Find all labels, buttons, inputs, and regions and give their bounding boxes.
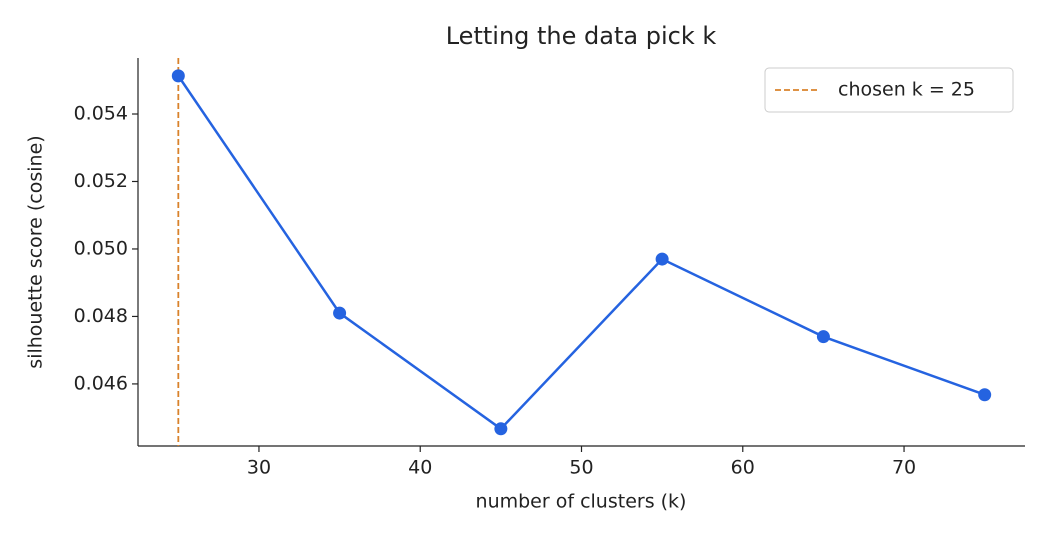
data-line [177,75,986,431]
legend-label: chosen k = 25 [838,79,975,101]
y-tick-label: 0.050 [74,237,128,259]
y-tick-label: 0.052 [74,170,128,192]
y-axis-label: silhouette score (cosine) [25,135,47,368]
x-tick-label: 60 [731,457,755,479]
data-point [171,69,185,83]
data-point [494,422,508,436]
data-point [333,306,347,320]
x-tick-label: 70 [892,457,916,479]
data-point [655,252,669,266]
legend-box [764,67,1014,113]
x-tick-label: 50 [569,457,593,479]
x-tick-label: 30 [247,457,271,479]
y-tick-label: 0.054 [74,103,128,125]
y-tick-label: 0.048 [74,305,128,327]
data-point [978,388,992,402]
chart-title: Letting the data pick k [446,22,717,50]
x-axis-label: number of clusters (k) [476,491,687,513]
y-tick-label: 0.046 [74,372,128,394]
data-point [816,330,830,344]
x-tick-label: 40 [408,457,432,479]
